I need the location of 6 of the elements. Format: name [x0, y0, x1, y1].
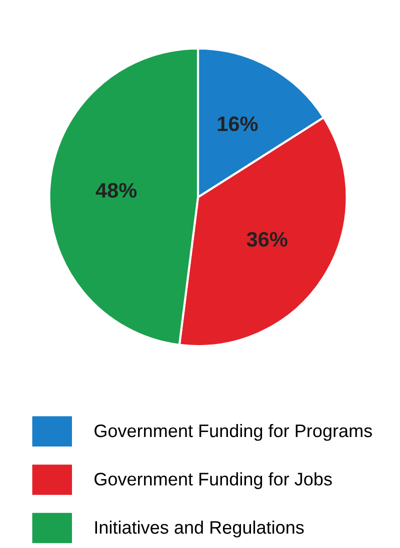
legend-label: Initiatives and Regulations [95, 520, 304, 538]
legend-label: Government Funding for Programs [94, 424, 372, 441]
data-label: 48% [96, 182, 137, 198]
data-label: 16% [218, 116, 258, 132]
legend-label: Government Funding for Jobs [94, 472, 332, 490]
data-label: 36% [246, 232, 288, 247]
